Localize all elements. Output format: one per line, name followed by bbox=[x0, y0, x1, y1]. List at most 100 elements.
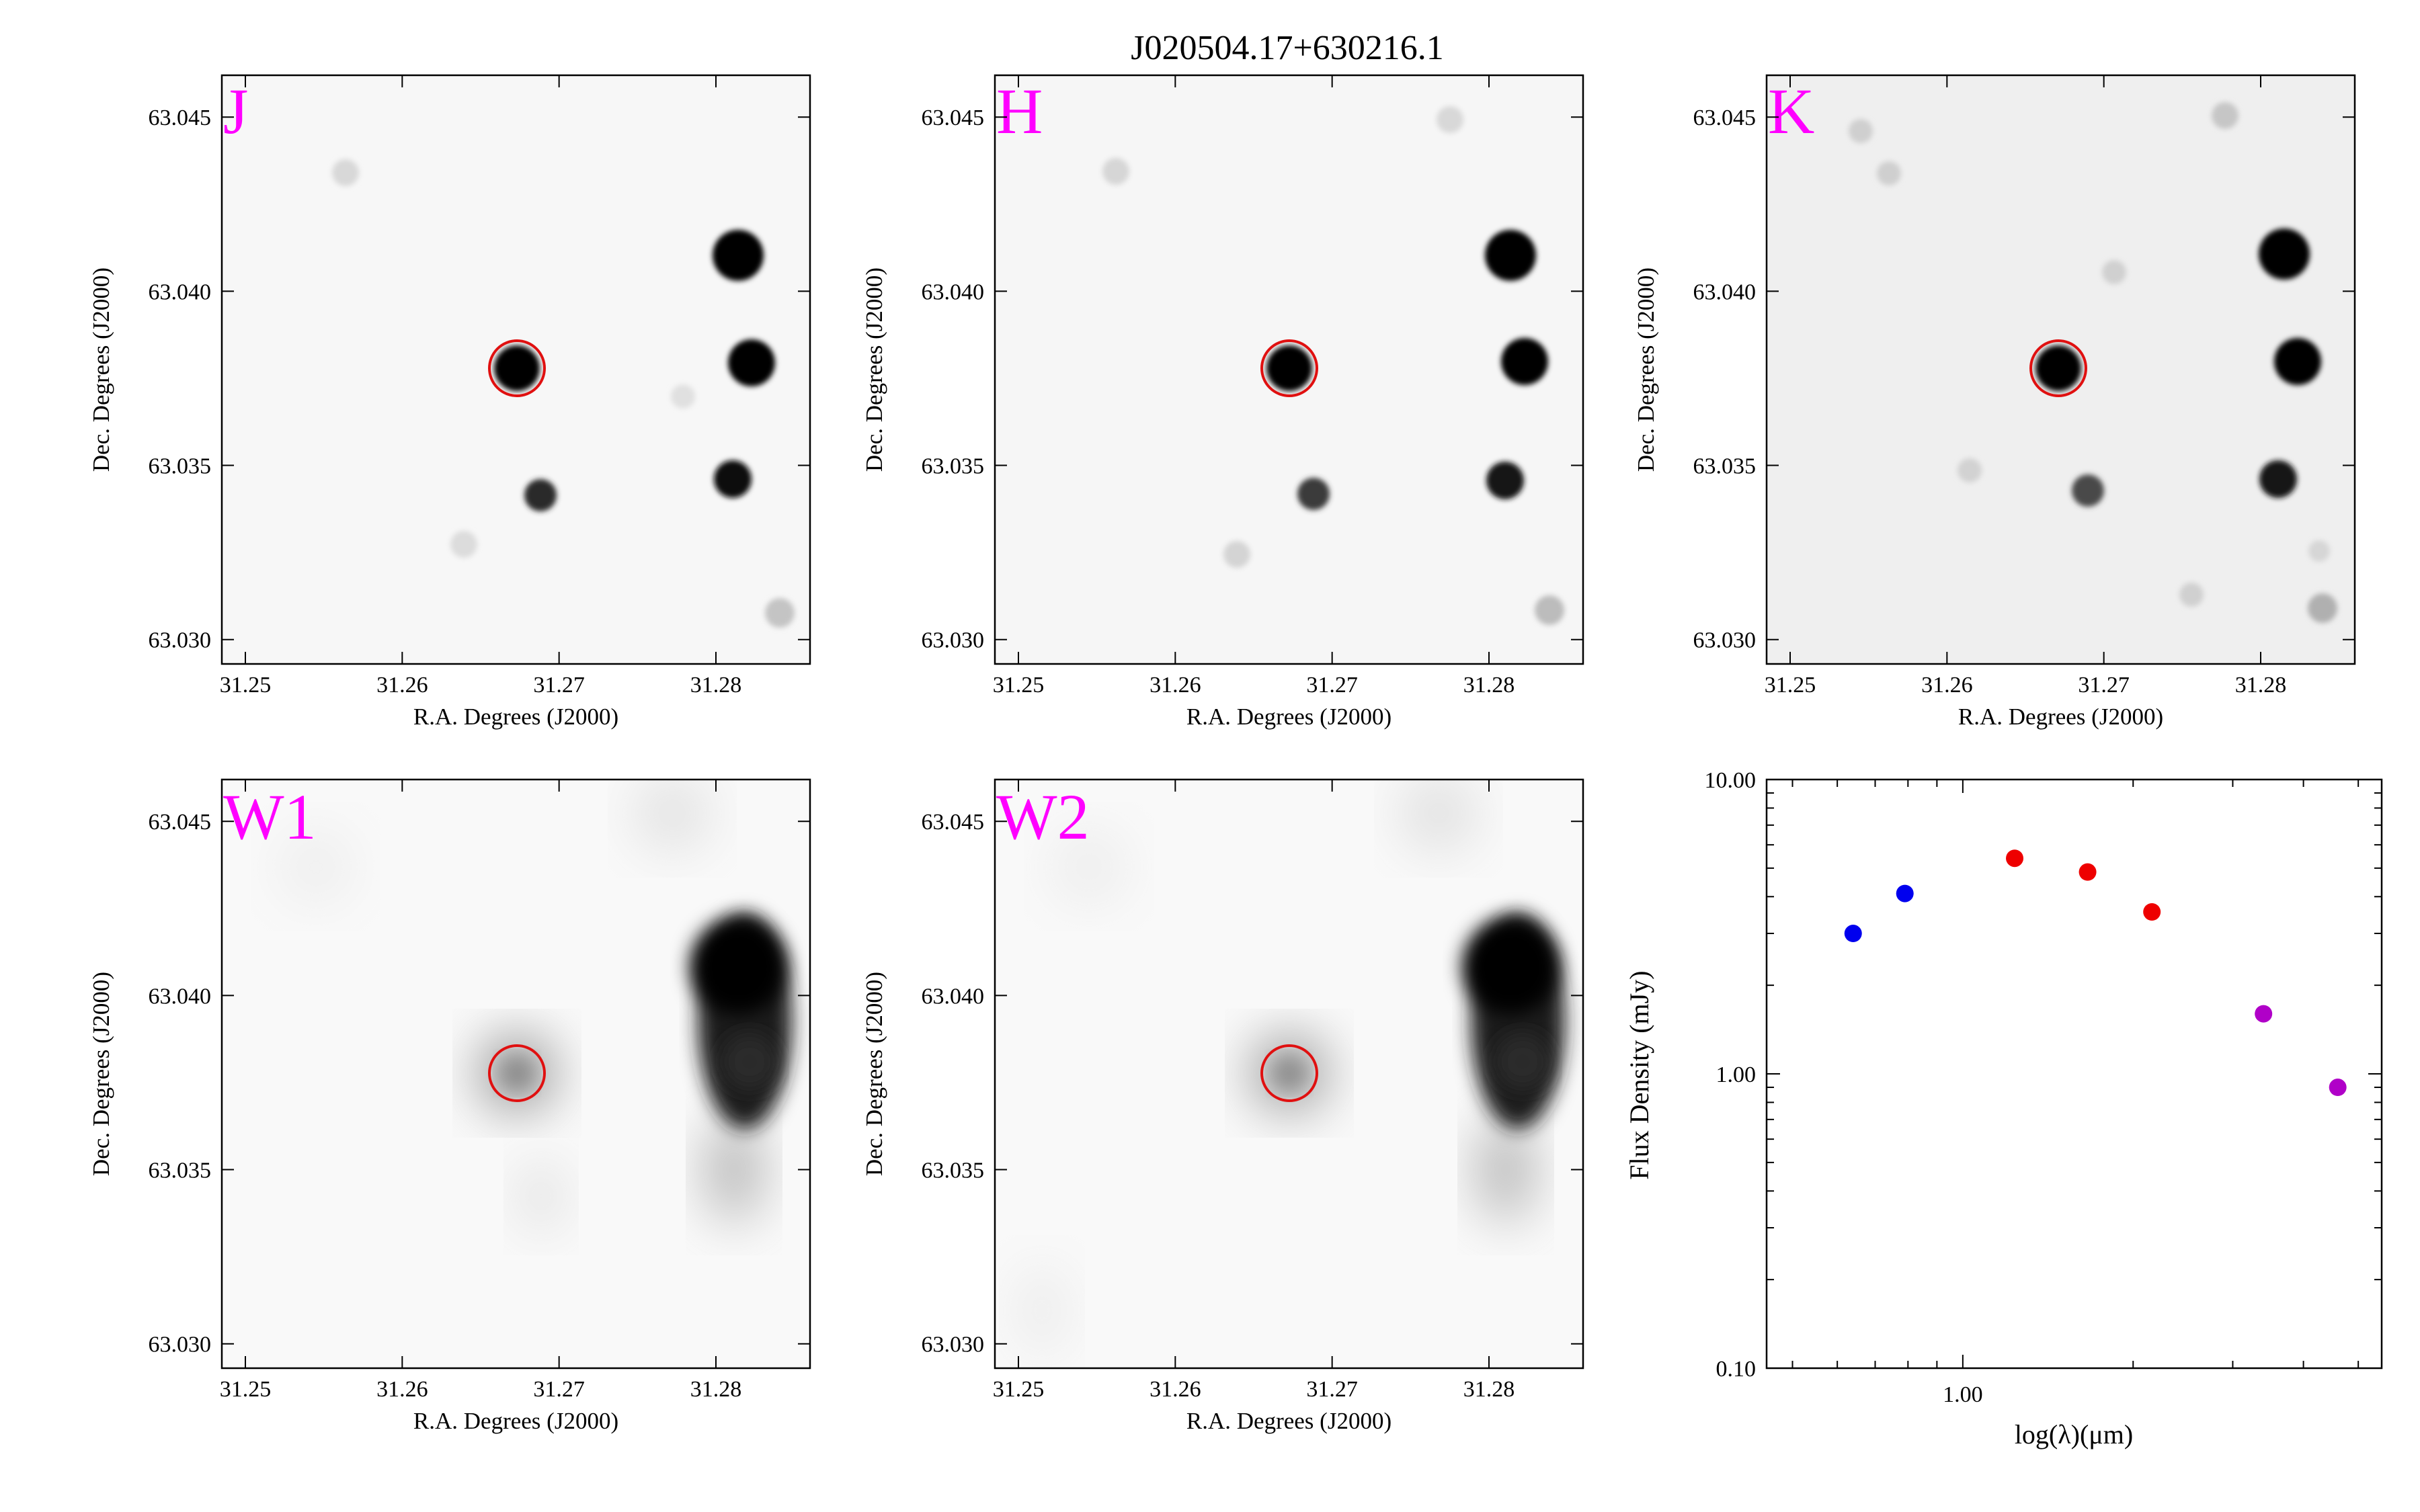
x-tick-label: 31.28 bbox=[690, 673, 742, 698]
y-tick-label: 63.030 bbox=[1693, 628, 1757, 653]
x-tick-label: 31.25 bbox=[993, 1377, 1045, 1402]
faint-star bbox=[1437, 106, 1463, 133]
y-tick-label: 63.040 bbox=[149, 984, 212, 1009]
bright-star bbox=[1462, 918, 1559, 1015]
image-frame bbox=[994, 778, 1584, 1370]
image-axis-group: 31.25 31.26 31.27 31.28 63.045 63.040 63.035 63… bbox=[88, 778, 811, 1434]
faint-source bbox=[1015, 1263, 1069, 1357]
sed-points bbox=[1844, 849, 2347, 1097]
target-marker bbox=[488, 1044, 546, 1102]
y-tick-label: 63.035 bbox=[1693, 454, 1757, 479]
x-tick-label: 31.27 bbox=[533, 1377, 585, 1402]
sed-plot: 10.00 1.00 0.10 1.00 log(λ)(μm) Flux Den… bbox=[1624, 768, 2383, 1450]
data-point bbox=[2079, 863, 2097, 881]
y-tick-label: 63.040 bbox=[922, 984, 985, 1009]
image-content bbox=[1849, 102, 2337, 623]
target-marker bbox=[1260, 1044, 1318, 1102]
band-label: W2 bbox=[996, 781, 1090, 853]
image-frame bbox=[994, 74, 1584, 665]
image-content bbox=[332, 159, 795, 628]
panel-h: H bbox=[995, 75, 1583, 664]
faint-star bbox=[2212, 102, 2238, 129]
x-tick-label: 31.25 bbox=[220, 1377, 272, 1402]
y-axis-title: Dec. Degrees (J2000) bbox=[1633, 267, 1659, 472]
y-axis-title: Dec. Degrees (J2000) bbox=[88, 267, 114, 472]
faint-star bbox=[2308, 540, 2330, 562]
y-tick-label: 10.00 bbox=[1705, 768, 1757, 793]
bright-star bbox=[1485, 230, 1536, 281]
y-axis-title: Dec. Degrees (J2000) bbox=[88, 972, 114, 1176]
y-tick-label: 63.040 bbox=[149, 280, 212, 304]
y-tick-label: 63.035 bbox=[922, 1159, 985, 1183]
x-tick-label: 31.26 bbox=[376, 673, 428, 698]
data-point bbox=[1896, 884, 1914, 902]
y-tick-label: 63.035 bbox=[922, 454, 985, 479]
bright-star bbox=[728, 339, 775, 386]
x-axis-title: R.A. Degrees (J2000) bbox=[413, 704, 618, 730]
band-label: J bbox=[223, 75, 248, 147]
y-axis-title: Dec. Degrees (J2000) bbox=[861, 972, 887, 1176]
y-tick-label: 63.045 bbox=[149, 810, 212, 835]
x-axis-title: R.A. Degrees (J2000) bbox=[413, 1408, 618, 1434]
bright-star bbox=[2274, 338, 2321, 385]
faint-source bbox=[276, 827, 356, 907]
panel-w2: W2 bbox=[995, 780, 1583, 1368]
data-point bbox=[1844, 925, 1862, 943]
plot-frame bbox=[1765, 778, 2383, 1370]
faint-star bbox=[765, 598, 795, 628]
bright-star bbox=[1501, 338, 1548, 385]
faint-source bbox=[632, 780, 713, 853]
x-tick-label: 31.28 bbox=[1463, 1377, 1515, 1402]
y-tick-label: 63.045 bbox=[922, 810, 985, 835]
x-tick-label: 31.27 bbox=[1306, 673, 1358, 698]
x-axis-title: R.A. Degrees (J2000) bbox=[1186, 704, 1392, 730]
y-axis-title: Dec. Degrees (J2000) bbox=[861, 267, 887, 472]
target-star bbox=[494, 345, 540, 391]
image-frame bbox=[1765, 74, 2356, 665]
x-tick-label: 1.00 bbox=[1943, 1382, 1983, 1407]
faint-source bbox=[704, 1116, 764, 1223]
x-tick-label: 31.28 bbox=[1463, 673, 1515, 698]
image-frame bbox=[220, 778, 811, 1370]
faint-star bbox=[1877, 161, 1901, 185]
target-core bbox=[1272, 1056, 1307, 1091]
x-axis-title: R.A. Degrees (J2000) bbox=[1958, 704, 2163, 730]
panel-k: K bbox=[1767, 75, 2355, 664]
data-point bbox=[2329, 1079, 2347, 1097]
y-axis-title: Flux Density (mJy) bbox=[1624, 970, 1654, 1179]
y-tick-label: 63.040 bbox=[922, 280, 985, 304]
x-axis-title: R.A. Degrees (J2000) bbox=[1186, 1408, 1392, 1434]
sed-ticks bbox=[1767, 780, 2382, 1369]
star bbox=[1486, 462, 1524, 499]
y-tick-label: 63.040 bbox=[1693, 280, 1757, 304]
faint-star bbox=[2308, 593, 2337, 623]
bright-star bbox=[721, 1034, 778, 1090]
panel-j: J bbox=[222, 75, 810, 664]
figure-title: J020504.17+630216.1 bbox=[1131, 29, 1444, 67]
band-label: W1 bbox=[223, 781, 317, 853]
target-star bbox=[2035, 345, 2081, 391]
y-tick-label: 63.045 bbox=[1693, 106, 1757, 130]
star bbox=[524, 479, 557, 511]
y-tick-label: 63.035 bbox=[149, 1159, 212, 1183]
star bbox=[714, 460, 752, 498]
x-tick-label: 31.27 bbox=[2078, 673, 2130, 698]
x-tick-label: 31.27 bbox=[1306, 1377, 1358, 1402]
y-tick-label: 1.00 bbox=[1716, 1062, 1757, 1087]
faint-star bbox=[332, 159, 359, 186]
image-axis-group: 31.25 31.26 31.27 31.28 63.045 63.040 63.035 63… bbox=[88, 74, 811, 730]
image-axis-group: 31.25 31.26 31.27 31.28 63.045 63.040 63.035 63… bbox=[861, 778, 1584, 1434]
bright-star bbox=[2259, 228, 2310, 280]
y-tick-label: 63.030 bbox=[149, 1333, 212, 1357]
panel-w1: W1 bbox=[222, 780, 810, 1368]
faint-star bbox=[2179, 583, 2204, 607]
target-marker bbox=[2029, 339, 2087, 397]
data-point bbox=[2143, 903, 2161, 921]
faint-star bbox=[1958, 458, 1982, 482]
y-tick-label: 63.045 bbox=[922, 106, 985, 130]
band-label: K bbox=[1768, 75, 1814, 147]
faint-source bbox=[518, 1159, 565, 1233]
x-tick-label: 31.25 bbox=[220, 673, 272, 698]
y-tick-label: 63.030 bbox=[922, 628, 985, 653]
